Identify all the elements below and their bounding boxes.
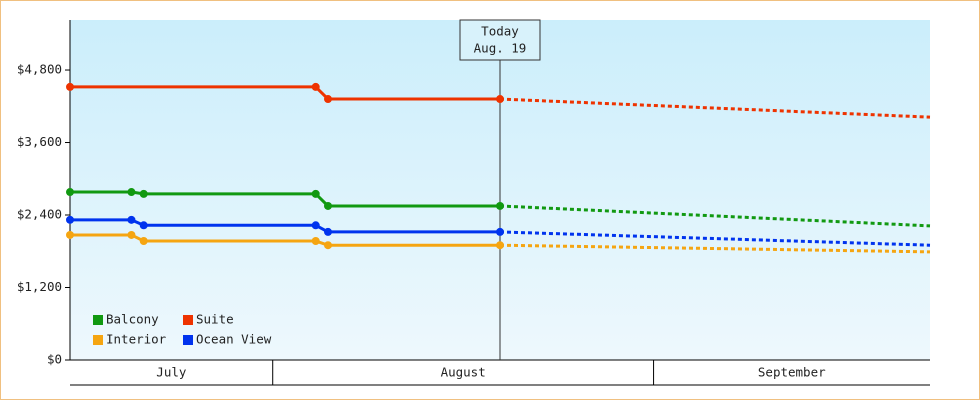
data-point — [66, 82, 74, 91]
legend-swatch — [93, 315, 103, 325]
today-label: Aug. 19 — [474, 41, 527, 56]
data-point — [66, 230, 74, 239]
data-point — [311, 189, 320, 198]
legend-swatch — [183, 315, 193, 325]
data-point — [324, 95, 332, 104]
data-point — [311, 221, 320, 230]
forecast-line — [499, 243, 931, 254]
today-box — [459, 19, 541, 61]
data-point — [496, 95, 504, 104]
data-point — [139, 221, 148, 230]
legend-swatch — [183, 335, 193, 345]
data-point — [496, 201, 504, 210]
data-point — [66, 188, 74, 197]
forecast-line — [499, 204, 931, 228]
series-line — [70, 233, 500, 247]
legend-label: Balcony — [106, 312, 159, 327]
data-point — [324, 201, 332, 210]
series-line — [70, 218, 500, 234]
forecast-line — [499, 230, 931, 247]
data-point — [66, 215, 74, 224]
month-label: September — [758, 365, 826, 380]
data-point — [324, 241, 332, 250]
series-line — [70, 190, 500, 208]
legend-label: Interior — [106, 332, 167, 347]
y-tick-label: $4,800 — [17, 62, 62, 77]
y-tick-label: $0 — [47, 352, 62, 367]
data-point — [496, 227, 504, 236]
data-point — [311, 82, 320, 91]
series-line — [70, 85, 500, 101]
forecast-line — [499, 97, 931, 119]
data-point — [311, 236, 320, 245]
y-tick-label: $3,600 — [17, 134, 62, 149]
legend-label: Suite — [196, 312, 234, 327]
data-point — [127, 215, 136, 224]
month-label: August — [441, 365, 486, 380]
data-point — [139, 189, 148, 198]
data-point — [127, 188, 136, 197]
y-tick-label: $1,200 — [17, 279, 62, 294]
legend-label: Ocean View — [196, 332, 272, 347]
data-point — [139, 236, 148, 245]
month-label: July — [156, 365, 187, 380]
data-point — [324, 227, 332, 236]
y-tick-label: $2,400 — [17, 207, 62, 222]
today-label: Today — [481, 24, 519, 39]
data-point — [496, 241, 504, 250]
legend-swatch — [93, 335, 103, 345]
data-point — [127, 230, 136, 239]
